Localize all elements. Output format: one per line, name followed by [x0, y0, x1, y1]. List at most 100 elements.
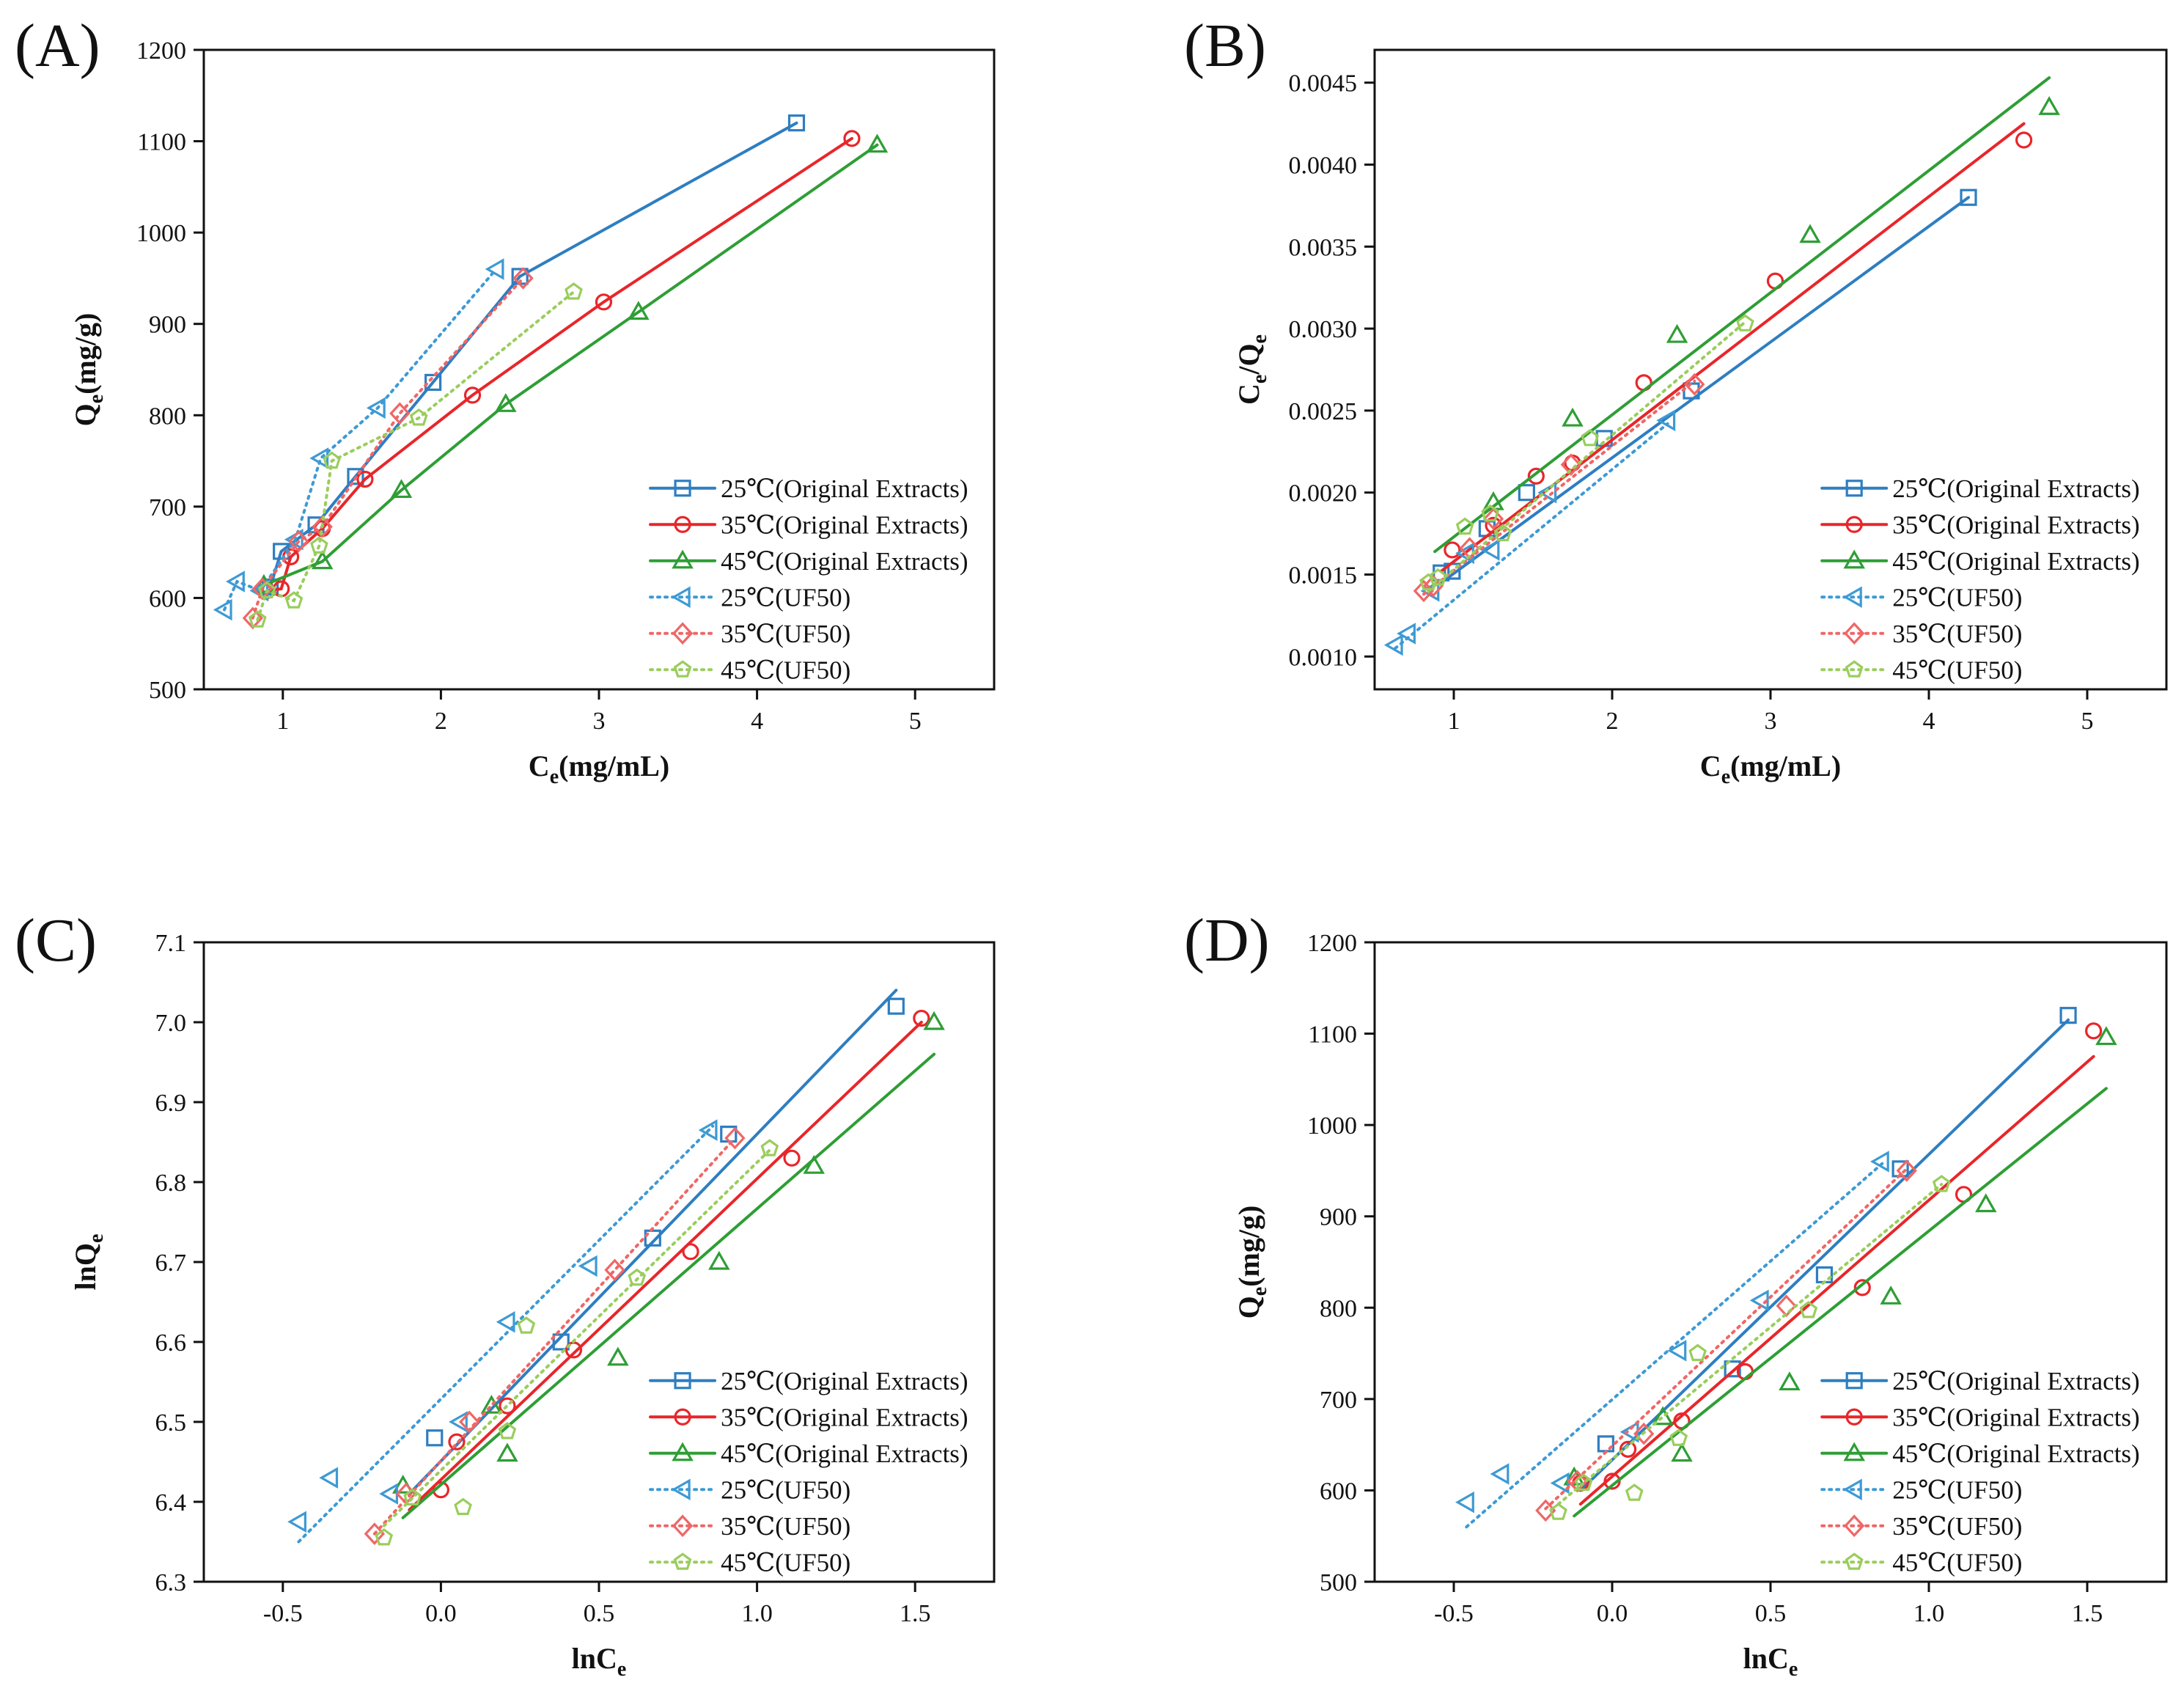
y-tick-label: 500 — [1320, 1569, 1357, 1596]
data-point — [1397, 623, 1416, 645]
data-point — [1749, 1289, 1769, 1312]
panel-label: (D) — [1184, 906, 1270, 975]
data-point — [1684, 373, 1705, 396]
data-point — [1485, 516, 1502, 535]
y-tick-label: 1100 — [137, 129, 186, 156]
data-point — [1799, 224, 1821, 243]
fit-line — [1544, 1167, 1908, 1511]
y-tick-label: 6.7 — [155, 1250, 187, 1277]
legend-item: 25℃(UF50) — [1820, 1475, 2022, 1504]
data-point — [242, 606, 264, 630]
legend-item: 35℃(Original Extracts) — [1820, 1403, 2140, 1431]
x-tick-label: 0.0 — [425, 1600, 457, 1627]
data-point — [1799, 1301, 1818, 1318]
data-point — [1880, 1285, 1902, 1305]
legend-item: 25℃(Original Extracts) — [649, 474, 968, 503]
series-2 — [253, 133, 889, 593]
data-point — [682, 1243, 699, 1261]
data-point — [496, 1442, 518, 1462]
legend-label: 25℃(UF50) — [721, 583, 850, 612]
y-tick-label: 900 — [149, 312, 186, 339]
series-line — [256, 290, 576, 622]
data-point — [512, 267, 534, 290]
legend-item: 25℃(Original Extracts) — [1820, 474, 2140, 503]
y-axis-title: Qe(mg/g) — [69, 313, 108, 427]
series-5 — [1549, 1175, 1951, 1520]
fit-line — [1465, 1159, 1886, 1529]
data-point — [323, 451, 341, 469]
data-point — [1633, 1422, 1655, 1445]
data-point — [310, 536, 328, 554]
legend-label: 25℃(Original Extracts) — [1892, 474, 2140, 503]
legend-item: 35℃(UF50) — [649, 1512, 850, 1541]
legend-item: 45℃(UF50) — [1820, 1548, 2022, 1577]
data-point — [311, 550, 334, 570]
series-1 — [408, 1009, 930, 1511]
legend-marker — [674, 480, 691, 497]
data-point — [257, 581, 276, 599]
fit-line — [408, 1021, 923, 1511]
legend-label: 35℃(UF50) — [721, 1512, 850, 1541]
data-point — [499, 1397, 516, 1415]
data-point — [366, 397, 386, 419]
x-axis-title: lnCe — [1743, 1642, 1798, 1681]
data-point — [284, 591, 304, 609]
legend-marker — [1845, 1408, 1863, 1426]
plot-frame — [1373, 48, 2168, 691]
data-point — [1567, 1470, 1588, 1493]
data-point — [1535, 1499, 1556, 1522]
y-tick-label: 700 — [1320, 1387, 1357, 1414]
legend-marker — [1842, 1478, 1862, 1501]
y-tick-label: 6.9 — [155, 1090, 187, 1117]
data-point — [2085, 1022, 2103, 1040]
series-2 — [1433, 76, 2060, 554]
data-point — [454, 1497, 472, 1516]
data-point — [1413, 579, 1435, 603]
series-3 — [1455, 1151, 1889, 1529]
data-point — [1549, 1503, 1567, 1520]
series-2 — [1563, 1026, 2117, 1518]
x-tick-label: 1.0 — [1913, 1600, 1945, 1627]
data-point — [459, 1410, 480, 1434]
legend-item: 45℃(UF50) — [649, 656, 850, 684]
legend-marker — [1844, 1514, 1865, 1538]
y-tick-label: 0.0015 — [1289, 562, 1358, 589]
x-tick-label: 3 — [593, 708, 606, 735]
legend-marker — [671, 586, 691, 609]
data-point — [449, 1411, 468, 1433]
legend-item: 45℃(Original Extracts) — [1820, 1439, 2140, 1468]
data-point — [1688, 1343, 1707, 1362]
legend-item: 35℃(UF50) — [649, 620, 850, 648]
legend-marker — [672, 1514, 694, 1538]
y-tick-label: 900 — [1320, 1204, 1357, 1231]
data-point — [364, 1522, 386, 1545]
x-tick-label: 1.5 — [900, 1600, 931, 1627]
data-point — [1853, 1279, 1871, 1296]
chart-panel-2: (C) -0.5 0.0 0.5 1.0 1.5 6.3 6.4 6.5 6.6 6.7 6.8 6.9… — [15, 906, 996, 1681]
data-point — [409, 408, 428, 426]
data-point — [480, 1394, 503, 1414]
fit-line — [1556, 1183, 1944, 1506]
x-tick-label: 1 — [276, 708, 289, 735]
legend-label: 45℃(UF50) — [721, 656, 850, 684]
series-3 — [213, 258, 504, 621]
legend: 25℃(Original Extracts) 35℃(Original Extra… — [1820, 1367, 2140, 1577]
data-point — [1656, 409, 1676, 432]
legend: 25℃(Original Extracts) 35℃(Original Extra… — [649, 1367, 968, 1577]
y-axis-title: lnQe — [69, 1234, 108, 1291]
x-tick-label: 4 — [1923, 708, 1935, 735]
legend-marker — [1842, 586, 1862, 609]
legend-marker — [1845, 516, 1863, 533]
y-tick-label: 1000 — [136, 220, 186, 247]
data-point — [887, 997, 905, 1015]
data-point — [319, 1467, 339, 1489]
data-point — [1560, 453, 1582, 477]
fit-line — [1427, 320, 1747, 593]
series-5 — [1419, 314, 1754, 593]
data-point — [698, 1119, 718, 1141]
data-point — [1493, 524, 1512, 542]
x-axis-title: Ce(mg/mL) — [529, 749, 669, 788]
y-tick-label: 0.0030 — [1289, 316, 1358, 343]
legend-label: 45℃(Original Extracts) — [1892, 547, 2140, 576]
y-tick-label: 0.0045 — [1289, 70, 1358, 98]
